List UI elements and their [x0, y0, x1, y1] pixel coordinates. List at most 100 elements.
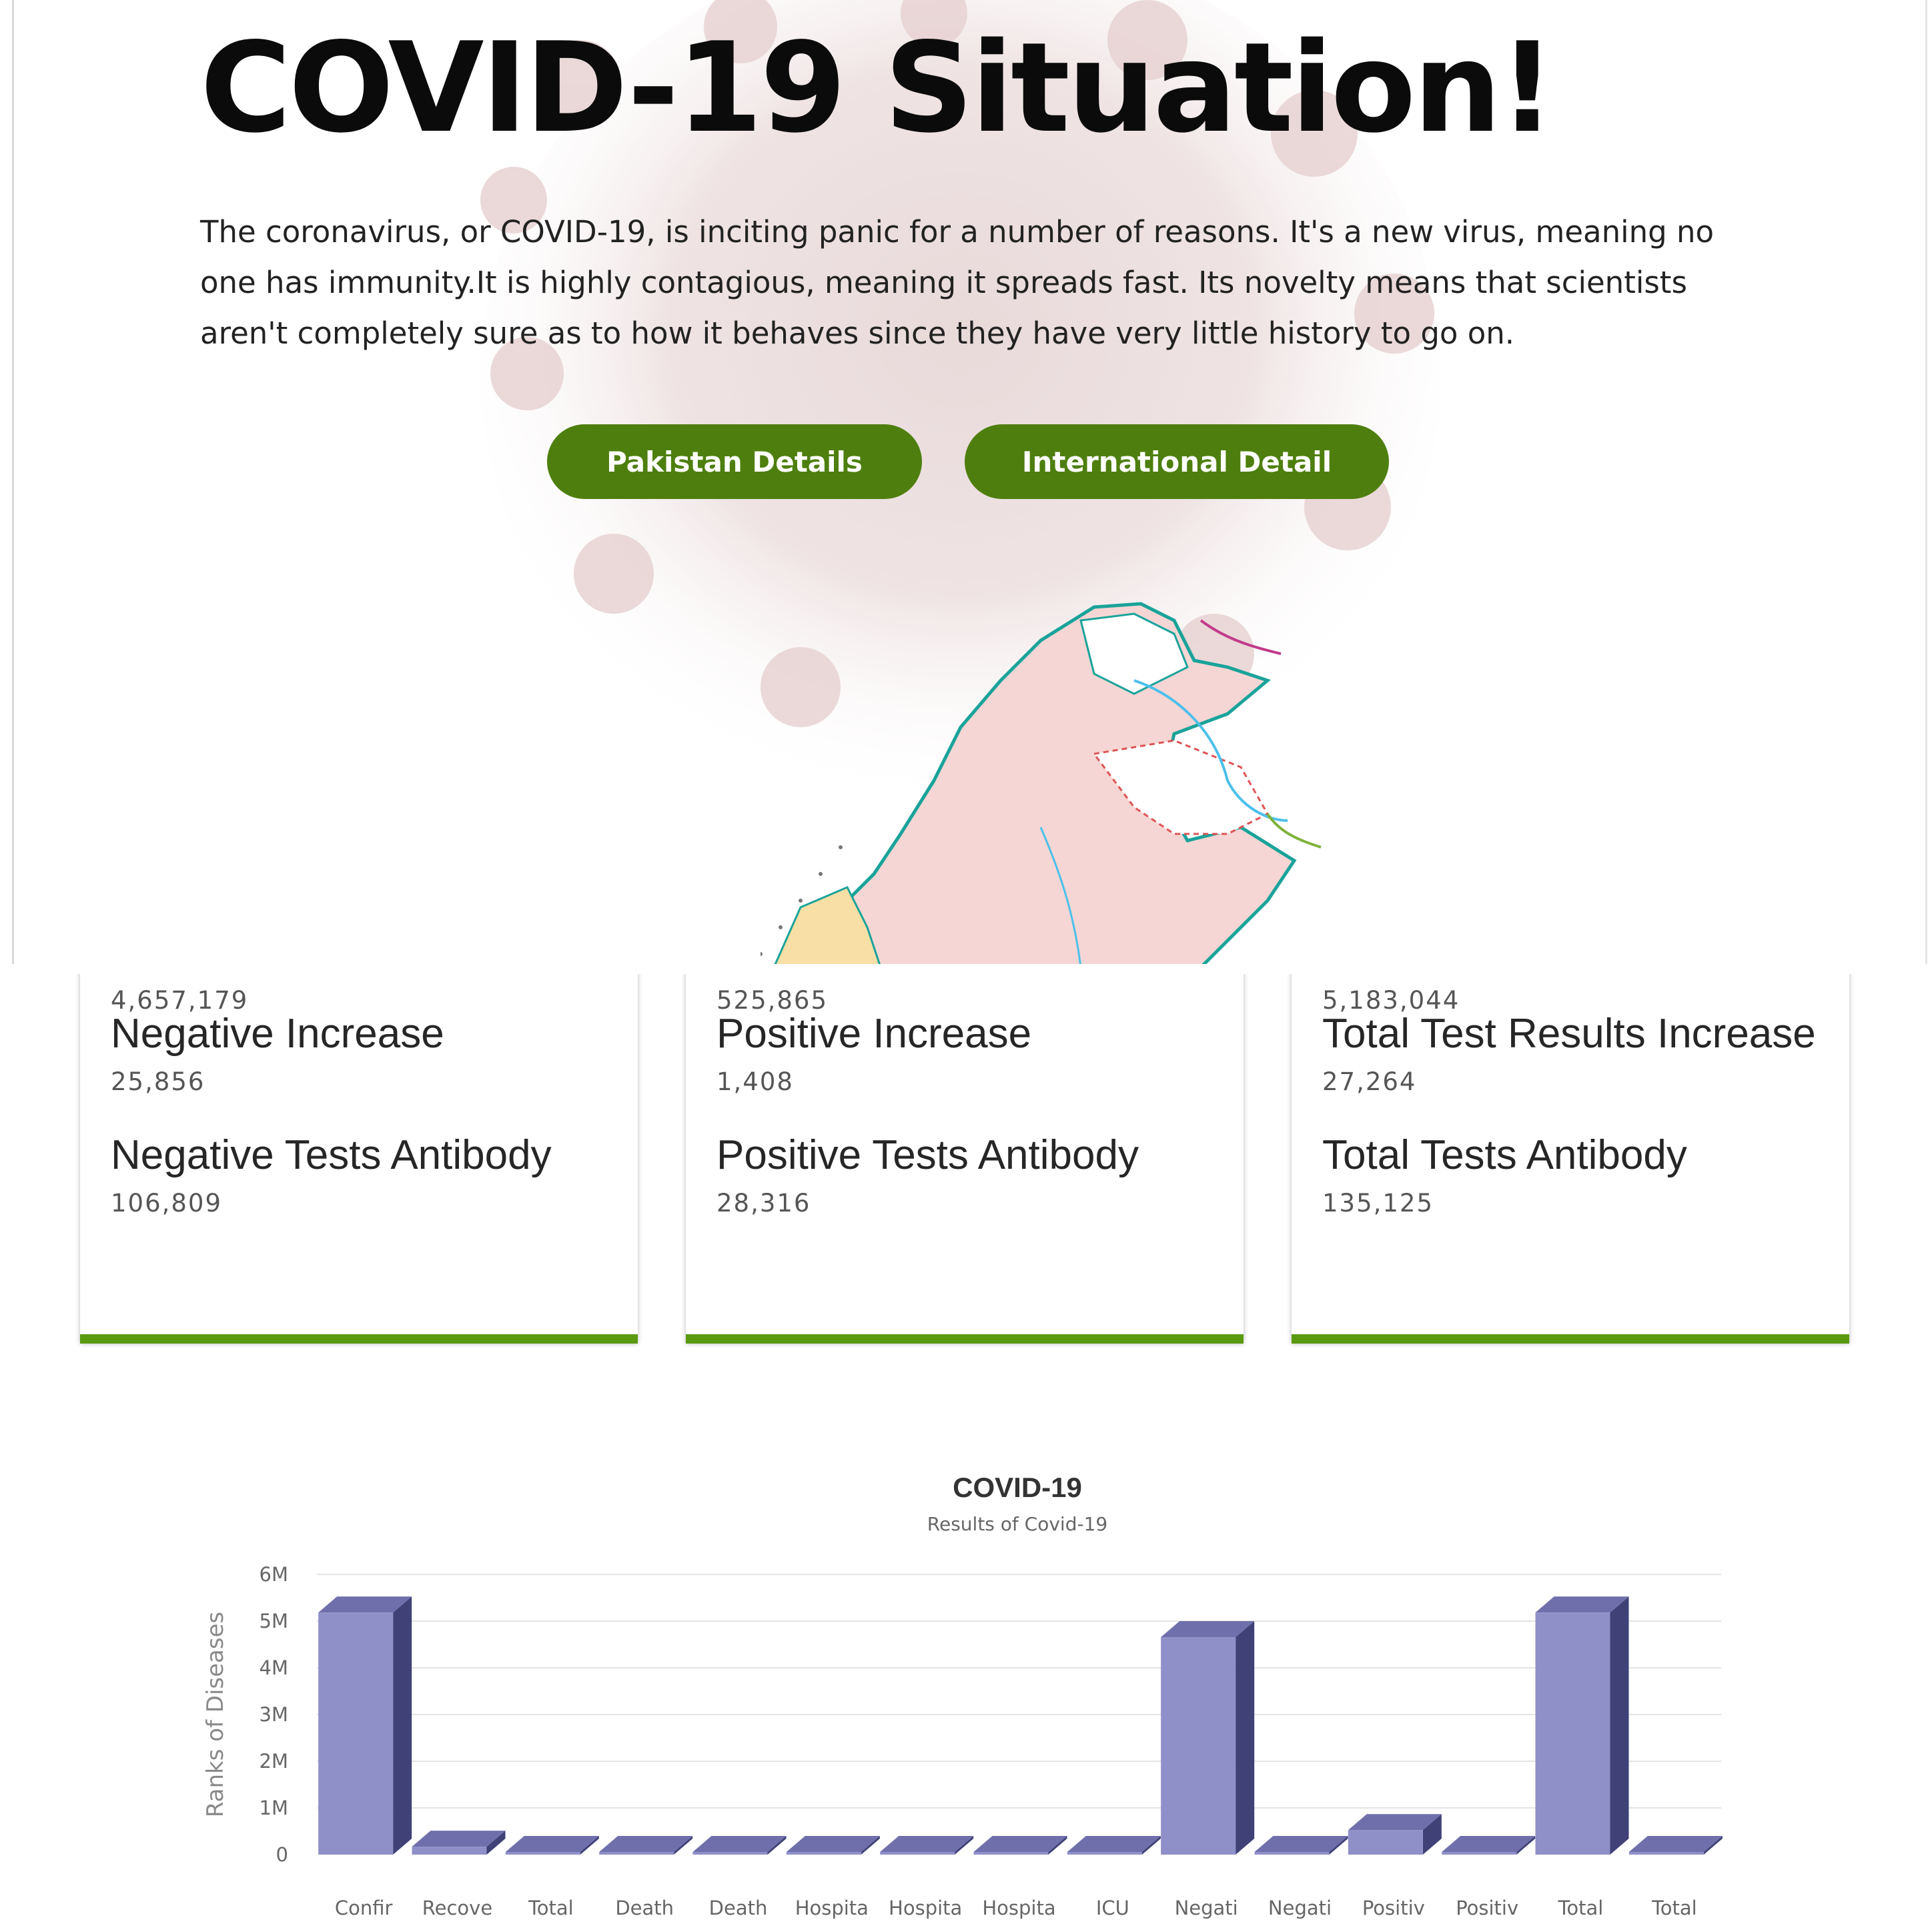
bar	[1067, 1836, 1161, 1855]
bar-top	[880, 1836, 974, 1852]
bar	[692, 1836, 787, 1855]
international-detail-button[interactable]: International Detail	[965, 424, 1389, 499]
bar-top	[1628, 1836, 1723, 1852]
bar-top	[599, 1836, 693, 1852]
covid-bar-chart: COVID-19 Results of Covid-19 Ranks of Di…	[202, 1472, 1723, 1919]
y-axis-label: Ranks of Diseases	[202, 1612, 229, 1818]
bar-side	[1141, 1836, 1161, 1855]
y-tick-label: 0	[276, 1843, 288, 1866]
bar	[318, 1596, 412, 1855]
stat-value: 106,809	[111, 1189, 223, 1218]
x-tick-label: Total	[528, 1897, 574, 1919]
bar-side	[955, 1836, 974, 1855]
hero-section: COVID-19 Situation! The coronavirus, or …	[0, 0, 1932, 964]
x-tick-label: Death	[615, 1897, 674, 1919]
y-axis-ticks: 0 1M 2M 3M 4M 5M 6M	[260, 1563, 288, 1866]
bar-top	[1442, 1836, 1536, 1852]
stat-value: 5,183,044	[1322, 986, 1460, 1015]
page-title: COVID-19 Situation!	[200, 15, 1556, 160]
x-tick-label: Total	[1651, 1897, 1697, 1919]
bar	[1535, 1596, 1629, 1855]
bar	[1442, 1836, 1536, 1855]
bar	[1161, 1620, 1255, 1855]
bar	[1348, 1814, 1442, 1855]
bar-top	[1348, 1814, 1442, 1831]
bar	[973, 1836, 1067, 1855]
bar	[1254, 1836, 1348, 1855]
covid-chart-section: COVID-19 Results of Covid-19 Ranks of Di…	[0, 1454, 1932, 1932]
pakistan-details-button[interactable]: Pakistan Details	[547, 424, 922, 499]
x-tick-label: Hospita	[889, 1897, 962, 1919]
x-tick-label: Positiv	[1456, 1897, 1518, 1919]
bar-side	[767, 1836, 787, 1855]
bar-top	[692, 1836, 787, 1852]
x-tick-label: Negati	[1175, 1897, 1238, 1919]
bar-side	[486, 1831, 506, 1855]
bar-front	[1535, 1612, 1610, 1855]
x-tick-label: Recove	[422, 1897, 492, 1919]
y-tick-label: 4M	[260, 1656, 288, 1679]
bar-side	[674, 1836, 693, 1855]
bar-front	[1442, 1852, 1517, 1855]
bar-front	[973, 1852, 1049, 1855]
x-tick-label: ICU	[1096, 1897, 1129, 1919]
bar-front	[505, 1852, 580, 1855]
stats-cards-section: 4,657,179 Negative Increase 25,856 Negat…	[0, 974, 1932, 1354]
bar-top	[412, 1831, 506, 1847]
bar-front	[786, 1852, 861, 1855]
bar	[786, 1836, 880, 1855]
bar-side	[1610, 1596, 1629, 1855]
y-tick-label: 6M	[260, 1563, 288, 1586]
x-tick-label: Confir	[335, 1897, 393, 1919]
bar-top	[1254, 1836, 1348, 1852]
stat-label: Negative Tests Antibody	[111, 1132, 552, 1178]
bar	[412, 1831, 506, 1855]
stat-label: Total Tests Antibody	[1322, 1132, 1687, 1178]
stat-value: 25,856	[111, 1067, 205, 1096]
x-axis-ticks: Confir Recove Total Death Death Hospita Hospit…	[335, 1897, 1697, 1919]
bar-side	[861, 1836, 880, 1855]
bar-front	[880, 1852, 955, 1855]
bar-side	[1422, 1814, 1442, 1855]
x-tick-label: Hospita	[982, 1897, 1055, 1919]
x-tick-label: Total	[1558, 1897, 1604, 1919]
bar-top	[973, 1836, 1067, 1852]
bar-front	[412, 1847, 487, 1855]
bar-front	[318, 1612, 394, 1855]
bar-front	[1161, 1636, 1236, 1855]
intro-paragraph: The coronavirus, or COVID-19, is incitin…	[200, 214, 1715, 351]
bar-side	[1703, 1836, 1723, 1855]
bar	[505, 1836, 599, 1855]
bar-side	[1048, 1836, 1067, 1855]
bar-top	[505, 1836, 599, 1852]
stat-label: Total Test Results Increase	[1322, 1011, 1816, 1057]
stat-value: 1,408	[716, 1067, 794, 1096]
bar-top	[318, 1596, 412, 1613]
bars	[318, 1596, 1723, 1855]
bar-side	[393, 1596, 412, 1855]
pakistan-map-image	[761, 602, 1322, 964]
stat-value: 525,865	[716, 986, 829, 1015]
stat-card-negative: 4,657,179 Negative Increase 25,856 Negat…	[80, 974, 638, 1344]
bar-top	[1067, 1836, 1161, 1852]
bar-top	[1161, 1620, 1255, 1637]
y-tick-label: 1M	[260, 1797, 288, 1819]
bar	[1628, 1836, 1723, 1855]
bar-side	[1516, 1836, 1536, 1855]
x-tick-label: Death	[709, 1897, 768, 1919]
gridlines	[317, 1574, 1721, 1809]
x-tick-label: Hospita	[795, 1897, 869, 1919]
stat-value: 4,657,179	[111, 986, 249, 1015]
bar-side	[1236, 1620, 1255, 1855]
bar-front	[1067, 1852, 1142, 1855]
stat-label: Positive Tests Antibody	[716, 1132, 1139, 1178]
y-tick-label: 3M	[260, 1703, 288, 1726]
stat-value: 27,264	[1322, 1067, 1417, 1096]
chart-title: COVID-19	[953, 1472, 1082, 1503]
bar-front	[692, 1852, 768, 1855]
stat-label: Negative Increase	[111, 1011, 444, 1057]
bar-front	[1628, 1852, 1704, 1855]
bar-front	[599, 1852, 674, 1855]
stat-card-total: 5,183,044 Total Test Results Increase 27…	[1292, 974, 1849, 1344]
bar-top	[786, 1836, 880, 1852]
